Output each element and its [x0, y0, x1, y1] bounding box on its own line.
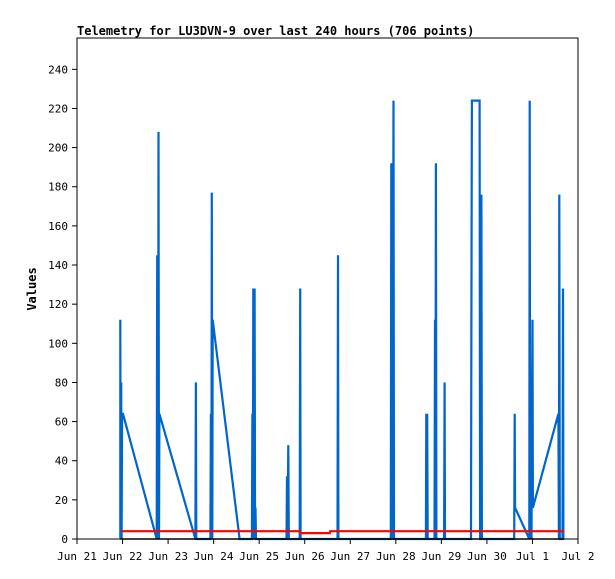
chart-title: Telemetry for LU3DVN-9 over last 240 hou… — [77, 24, 474, 38]
y-tick-label: 220 — [48, 102, 68, 115]
y-tick-label: 160 — [48, 220, 68, 233]
y-tick-label: 240 — [48, 63, 68, 76]
y-axis-label: Values — [25, 267, 39, 310]
y-tick-label: 80 — [55, 376, 68, 389]
x-tick-label: Jun 27 — [330, 550, 370, 563]
y-tick-label: 20 — [55, 494, 68, 507]
x-tick-label: Jun 24 — [194, 550, 234, 563]
y-axis: 0 20 40 60 80 100 120 140 160 180 200 220 240 — [48, 63, 77, 546]
x-tick-label: Jun 29 — [421, 550, 461, 563]
y-tick-label: 140 — [48, 259, 68, 272]
x-tick-label: Jun 26 — [285, 550, 325, 563]
series-line-1 — [119, 99, 565, 541]
y-tick-label: 180 — [48, 181, 68, 194]
x-tick-label: Jun 21 — [57, 550, 97, 563]
y-tick-label: 200 — [48, 142, 68, 155]
x-tick-label: Jun 22 — [103, 550, 143, 563]
series-line-2 — [121, 530, 565, 535]
series-layer — [119, 99, 565, 541]
x-axis: Jun 21 Jun 22 Jun 23 Jun 24 Jun 25 Jun 26 Jun … — [57, 539, 595, 563]
y-tick-label: 100 — [48, 337, 68, 350]
plot-area — [76, 37, 579, 540]
x-tick-label: Jun 28 — [376, 550, 416, 563]
x-tick-label: Jul 1 — [516, 550, 549, 563]
y-tick-label: 120 — [48, 298, 68, 311]
x-tick-label: Jun 23 — [148, 550, 188, 563]
y-tick-label: 60 — [55, 416, 68, 429]
x-tick-label: Jul 2 — [561, 550, 594, 563]
y-tick-label: 0 — [61, 533, 68, 546]
y-tick-label: 40 — [55, 455, 68, 468]
x-tick-label: Jun 30 — [467, 550, 507, 563]
x-tick-label: Jun 25 — [239, 550, 279, 563]
